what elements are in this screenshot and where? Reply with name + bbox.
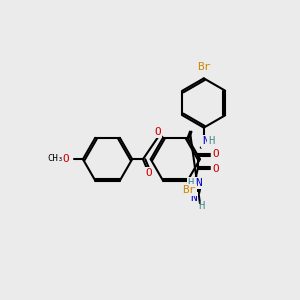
Text: N: N (190, 194, 197, 203)
Text: H: H (198, 201, 205, 211)
Text: O: O (63, 154, 69, 164)
Text: O: O (212, 149, 219, 159)
Text: Br: Br (197, 62, 211, 72)
Text: CH₃: CH₃ (47, 154, 63, 163)
Text: H: H (188, 178, 194, 188)
Text: O: O (212, 164, 219, 174)
Text: H: H (208, 136, 214, 146)
Text: N: N (195, 178, 202, 188)
Text: O: O (154, 127, 161, 137)
Text: Br: Br (182, 185, 196, 195)
Text: N: N (202, 136, 209, 146)
Text: O: O (145, 168, 152, 178)
